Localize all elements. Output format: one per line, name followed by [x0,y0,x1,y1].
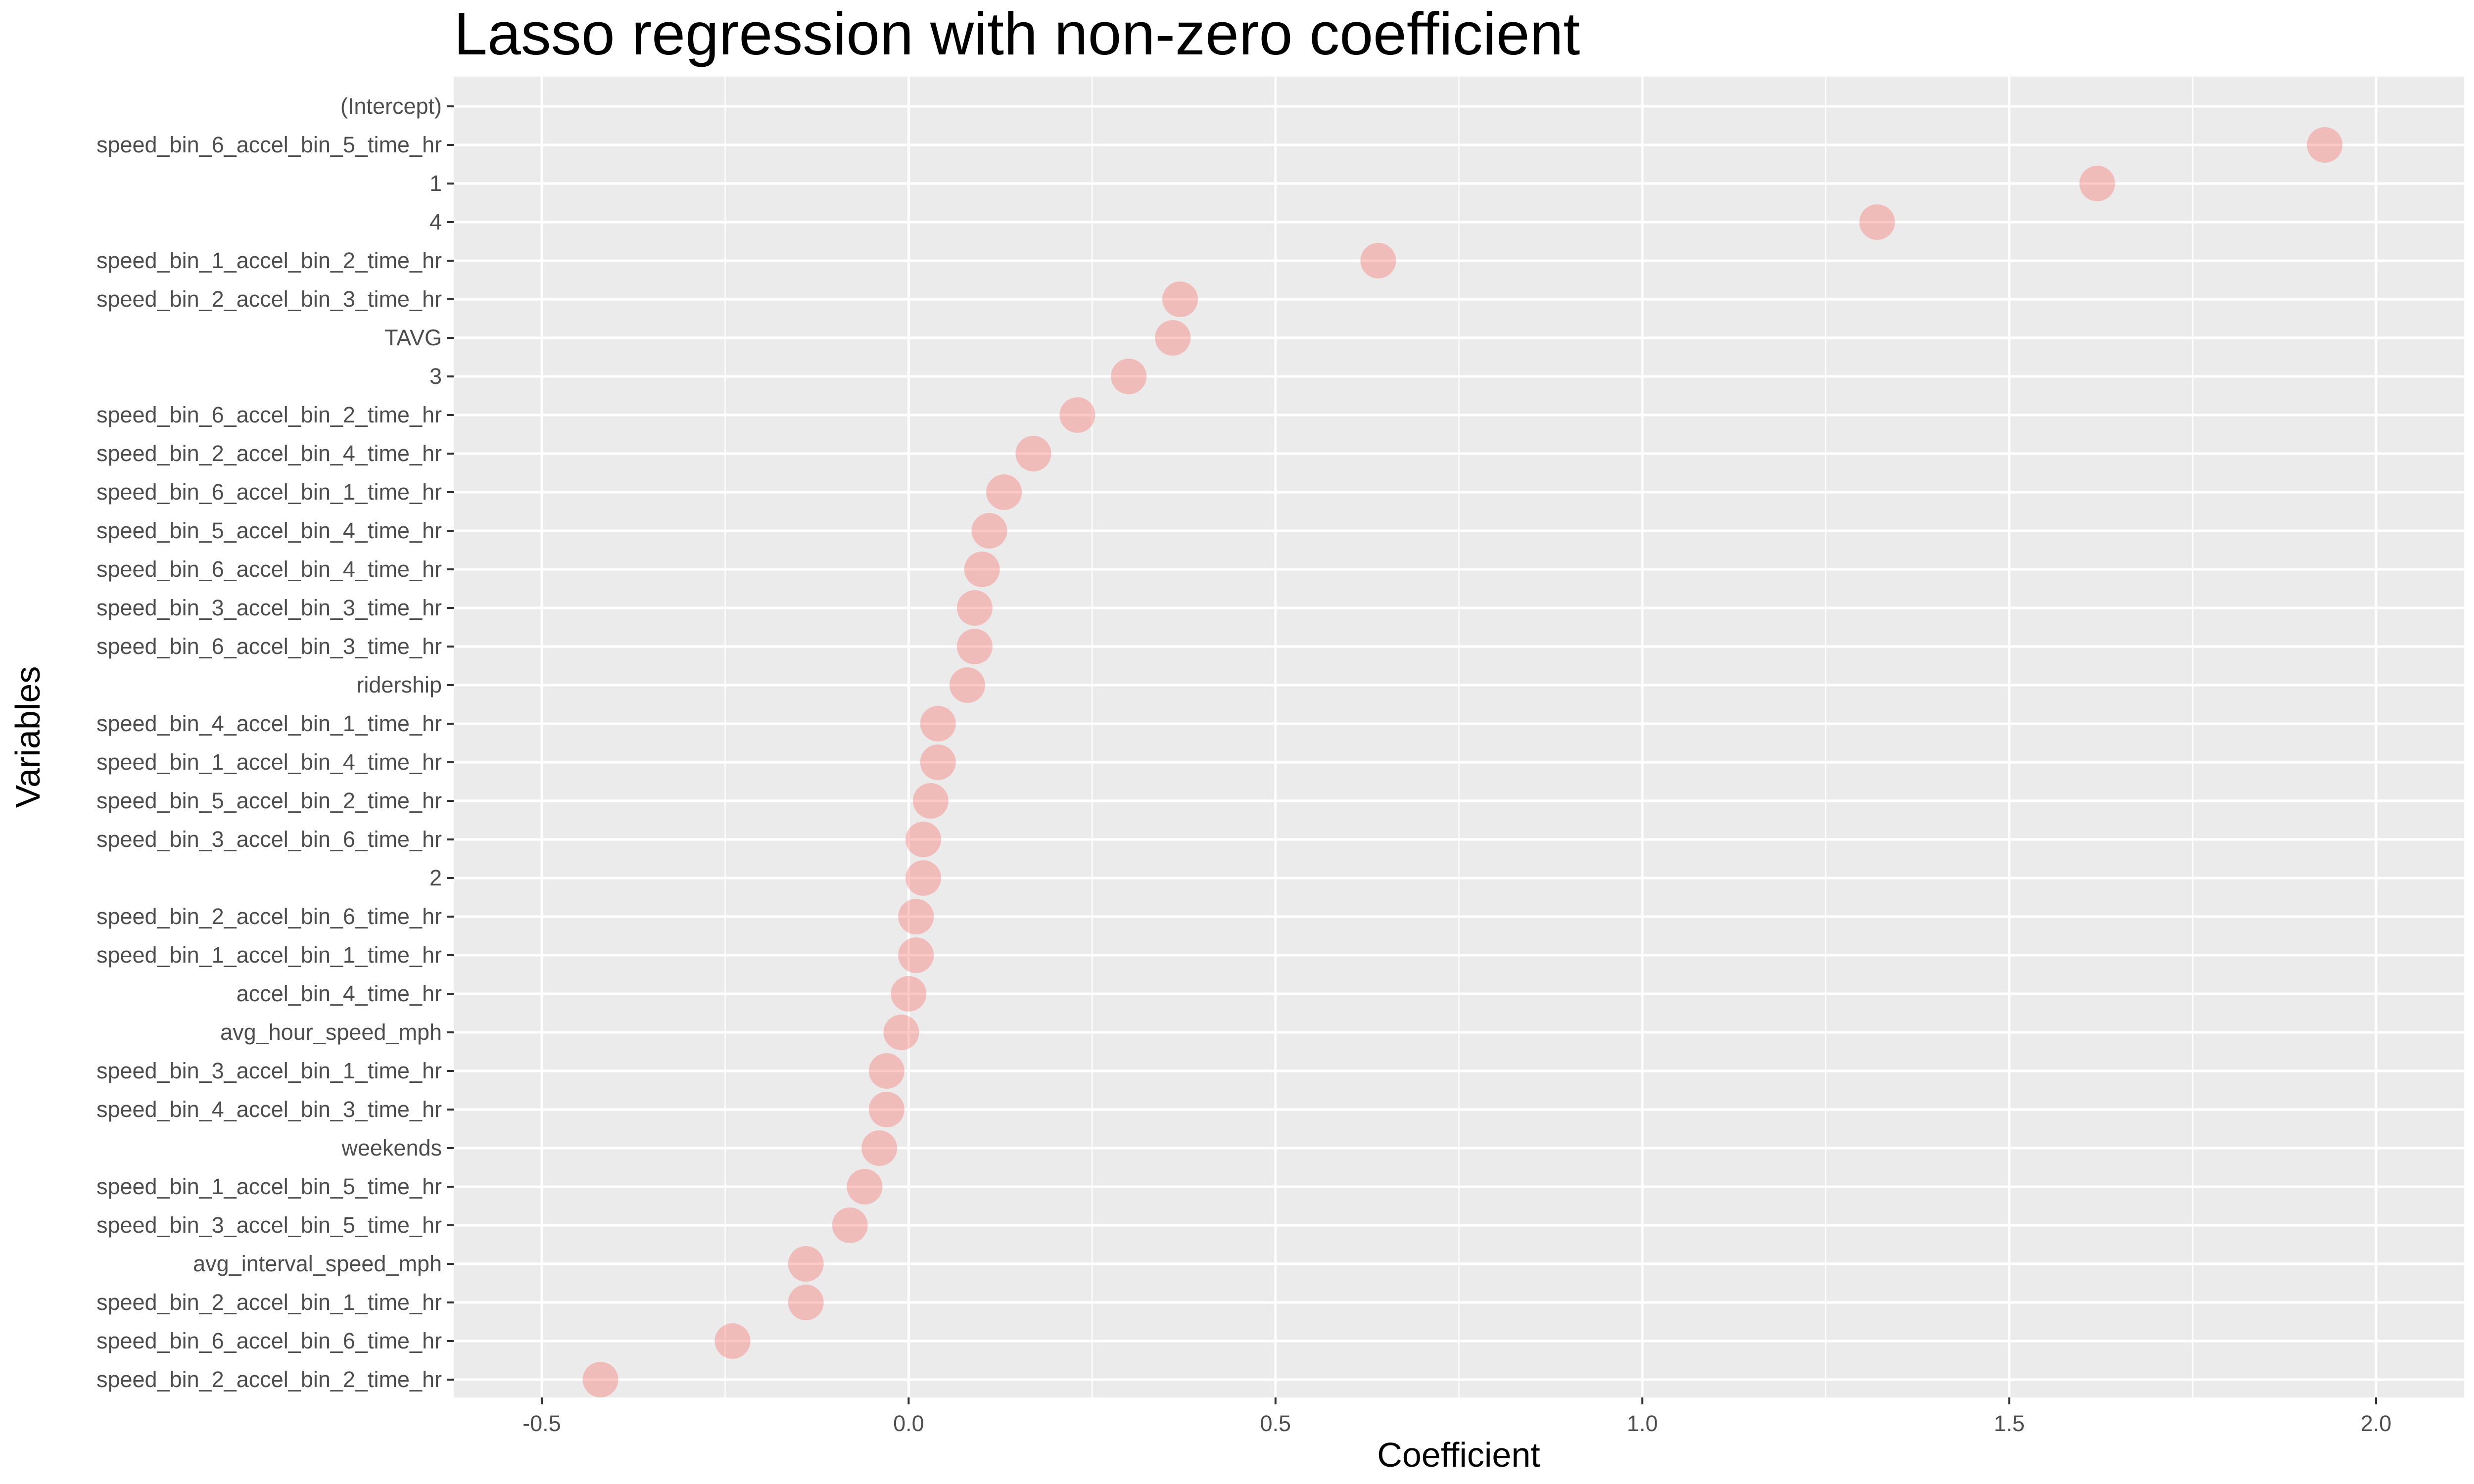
data-point [1360,243,1396,278]
data-point [1155,320,1191,356]
y-tick-label: speed_bin_2_accel_bin_4_time_hr [96,441,442,466]
data-point [1859,204,1895,240]
data-points [582,127,2343,1397]
data-point [868,1092,904,1127]
chart-title: Lasso regression with non-zero coefficie… [454,0,1580,67]
y-tick-label: speed_bin_2_accel_bin_3_time_hr [96,286,442,312]
x-tick-label: -0.5 [523,1411,561,1436]
y-tick-label: speed_bin_2_accel_bin_6_time_hr [96,904,442,929]
data-point [788,1285,824,1320]
data-point [898,899,934,934]
y-tick-label: 1 [429,171,442,196]
data-point [949,667,985,703]
data-point [1015,436,1051,471]
data-point [1059,397,1095,433]
y-tick-label: speed_bin_3_accel_bin_5_time_hr [96,1212,442,1238]
y-tick-label: TAVG [384,325,442,350]
y-tick-label: speed_bin_3_accel_bin_6_time_hr [96,827,442,852]
y-tick-label: speed_bin_6_accel_bin_2_time_hr [96,402,442,427]
data-point [788,1246,824,1282]
data-point [832,1207,868,1243]
data-point [898,937,934,973]
data-point [1111,359,1147,394]
data-point [582,1362,618,1397]
y-tick-label: speed_bin_3_accel_bin_3_time_hr [96,595,442,620]
data-point [1162,281,1198,317]
y-tick-label: speed_bin_4_accel_bin_1_time_hr [96,711,442,736]
data-point [847,1169,883,1205]
y-tick-label: speed_bin_2_accel_bin_1_time_hr [96,1290,442,1315]
data-point [2307,127,2343,163]
data-point [883,1015,919,1050]
x-tick-label: 0.0 [893,1411,924,1436]
y-tick-label: avg_hour_speed_mph [220,1020,442,1045]
data-point [956,590,993,626]
y-tick-label: ridership [356,672,442,697]
data-point [868,1053,904,1089]
data-point [905,860,942,896]
x-tick-label: 0.5 [1260,1411,1291,1436]
data-point [920,744,956,780]
gridlines [454,77,2464,1397]
y-tick-label: speed_bin_6_accel_bin_4_time_hr [96,556,442,582]
y-tick-label: 4 [429,209,442,234]
y-tick-label: accel_bin_4_time_hr [237,981,442,1006]
data-point [912,783,949,819]
data-point [905,822,942,857]
y-tick-label: speed_bin_6_accel_bin_1_time_hr [96,479,442,505]
y-axis-title: Variables [8,666,47,808]
y-tick-label: speed_bin_3_accel_bin_1_time_hr [96,1058,442,1083]
y-tick-label: speed_bin_4_accel_bin_3_time_hr [96,1097,442,1122]
y-tick-label: speed_bin_1_accel_bin_1_time_hr [96,942,442,968]
y-tick-label: speed_bin_1_accel_bin_5_time_hr [96,1174,442,1199]
data-point [956,629,993,664]
x-axis: -0.5 0.0 0.5 1.0 1.5 2.0 [523,1397,2391,1436]
y-tick-label: weekends [341,1135,442,1160]
x-tick-label: 1.0 [1627,1411,1658,1436]
y-tick-label: speed_bin_1_accel_bin_4_time_hr [96,749,442,775]
y-axis: (Intercept) speed_bin_6_accel_bin_5_time_… [96,93,454,1392]
y-tick-label: (Intercept) [340,93,442,119]
y-tick-label: speed_bin_1_accel_bin_2_time_hr [96,248,442,273]
x-tick-label: 1.5 [1994,1411,2025,1436]
y-tick-label: speed_bin_2_accel_bin_2_time_hr [96,1367,442,1392]
data-point [891,976,927,1012]
y-tick-label: speed_bin_5_accel_bin_2_time_hr [96,788,442,813]
data-point [714,1323,751,1359]
y-tick-label: speed_bin_6_accel_bin_6_time_hr [96,1328,442,1353]
y-tick-label: speed_bin_5_accel_bin_4_time_hr [96,518,442,543]
y-tick-label: avg_interval_speed_mph [193,1251,442,1276]
y-tick-label: speed_bin_6_accel_bin_3_time_hr [96,634,442,659]
data-point [2079,166,2115,201]
x-tick-label: 2.0 [2361,1411,2392,1436]
data-point [920,706,956,742]
data-point [861,1130,898,1166]
data-point [971,513,1007,549]
y-tick-label: 2 [429,865,442,890]
y-tick-label: speed_bin_6_accel_bin_5_time_hr [96,132,442,157]
data-point [986,474,1022,510]
y-tick-label: 3 [429,364,442,389]
x-axis-title: Coefficient [1377,1436,1540,1474]
data-point [964,552,1000,587]
